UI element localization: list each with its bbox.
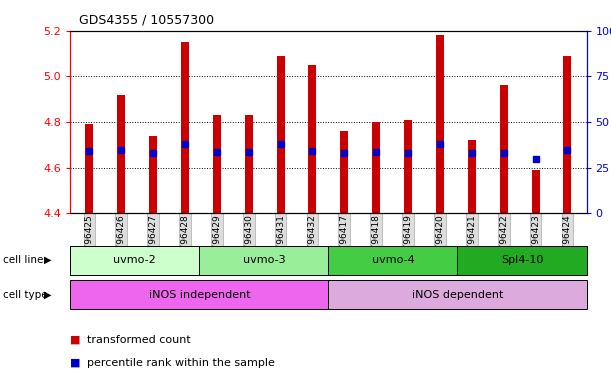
Text: uvmo-2: uvmo-2 <box>114 255 156 265</box>
Bar <box>117 94 125 213</box>
Bar <box>309 65 316 213</box>
Bar <box>277 56 285 213</box>
Bar <box>372 122 380 213</box>
Text: iNOS dependent: iNOS dependent <box>412 290 503 300</box>
Bar <box>404 120 412 213</box>
Text: ■: ■ <box>70 358 81 368</box>
Text: GDS4355 / 10557300: GDS4355 / 10557300 <box>79 13 214 26</box>
Text: cell type: cell type <box>3 290 48 300</box>
Bar <box>436 35 444 213</box>
Bar <box>468 140 476 213</box>
Text: ▶: ▶ <box>44 290 51 300</box>
Bar <box>199 246 329 275</box>
Bar <box>329 246 458 275</box>
Text: iNOS independent: iNOS independent <box>148 290 250 300</box>
Text: Spl4-10: Spl4-10 <box>501 255 543 265</box>
Bar <box>70 280 329 309</box>
Text: percentile rank within the sample: percentile rank within the sample <box>87 358 275 368</box>
Bar <box>181 42 189 213</box>
Bar <box>563 56 571 213</box>
Text: ■: ■ <box>70 335 81 345</box>
Bar <box>245 115 253 213</box>
Text: uvmo-4: uvmo-4 <box>371 255 414 265</box>
Bar <box>500 86 508 213</box>
Bar <box>458 246 587 275</box>
Text: cell line: cell line <box>3 255 43 265</box>
Bar <box>70 246 199 275</box>
Bar <box>532 170 540 213</box>
Bar <box>329 280 587 309</box>
Text: ▶: ▶ <box>44 255 51 265</box>
Text: uvmo-3: uvmo-3 <box>243 255 285 265</box>
Bar <box>149 136 157 213</box>
Bar <box>86 124 93 213</box>
Bar <box>213 115 221 213</box>
Text: transformed count: transformed count <box>87 335 191 345</box>
Bar <box>340 131 348 213</box>
